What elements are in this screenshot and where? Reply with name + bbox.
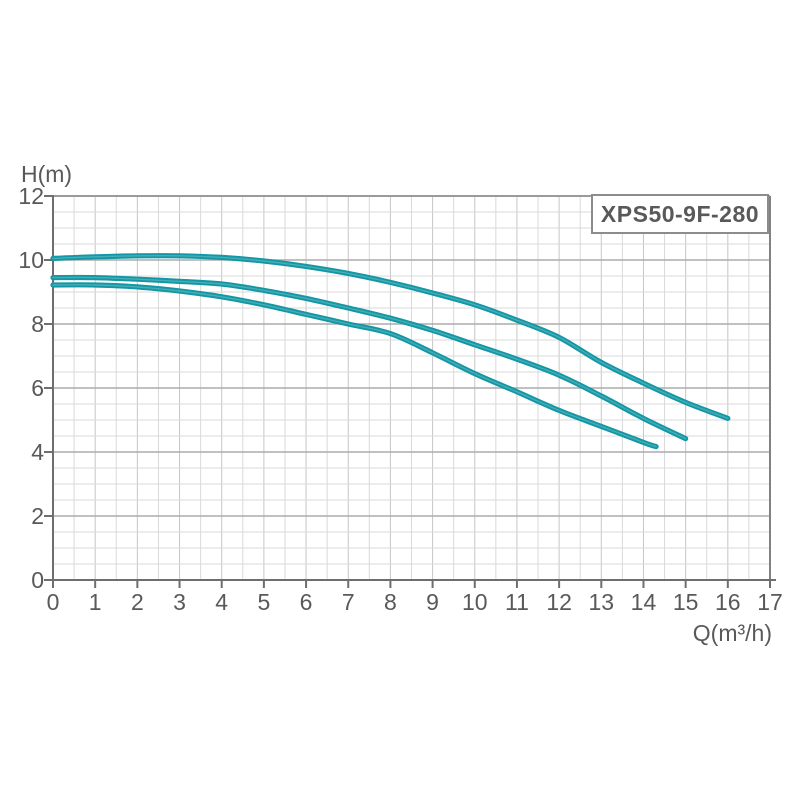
y-tick-label: 10 xyxy=(18,247,44,273)
x-tick-label: 2 xyxy=(130,589,144,615)
curve-middle xyxy=(50,274,689,442)
x-tick-label: 5 xyxy=(257,589,271,615)
y-tick-label: 6 xyxy=(31,375,44,401)
y-tick-label: 8 xyxy=(31,311,44,337)
x-tick-label: 17 xyxy=(757,589,783,615)
x-axis-title: Q(m³/h) xyxy=(692,620,772,646)
x-tick-label: 14 xyxy=(630,589,657,615)
x-tick-label: 0 xyxy=(46,589,60,615)
x-tick-label: 10 xyxy=(461,589,488,615)
y-axis-title: H(m) xyxy=(21,161,73,187)
model-label-box: XPS50-9F-280 xyxy=(591,194,769,234)
x-tick-label: 7 xyxy=(341,589,355,615)
x-tick-label: 13 xyxy=(588,589,615,615)
curve-middle-sheen xyxy=(52,276,687,440)
x-tick-label: 11 xyxy=(504,589,529,615)
x-tick-label: 15 xyxy=(672,589,699,615)
y-tick-label: 2 xyxy=(31,503,44,529)
y-tick-label: 12 xyxy=(18,183,44,209)
curve-top xyxy=(50,253,731,421)
model-label: XPS50-9F-280 xyxy=(600,200,760,227)
x-tick-label: 3 xyxy=(173,589,186,615)
x-tick-label: 16 xyxy=(715,589,741,615)
x-tick-label: 12 xyxy=(546,589,572,615)
curve-bottom-sheen xyxy=(52,284,657,448)
x-tick-label: 9 xyxy=(426,589,439,615)
x-tick-label: 1 xyxy=(88,589,102,615)
curve-top-sheen xyxy=(52,254,729,420)
x-tick-label: 4 xyxy=(215,589,229,615)
curve-bottom xyxy=(50,282,659,450)
x-tick-label: 6 xyxy=(299,589,313,615)
x-tick-label: 8 xyxy=(384,589,397,615)
y-tick-label: 4 xyxy=(31,439,44,465)
y-tick-label: 0 xyxy=(31,567,44,593)
